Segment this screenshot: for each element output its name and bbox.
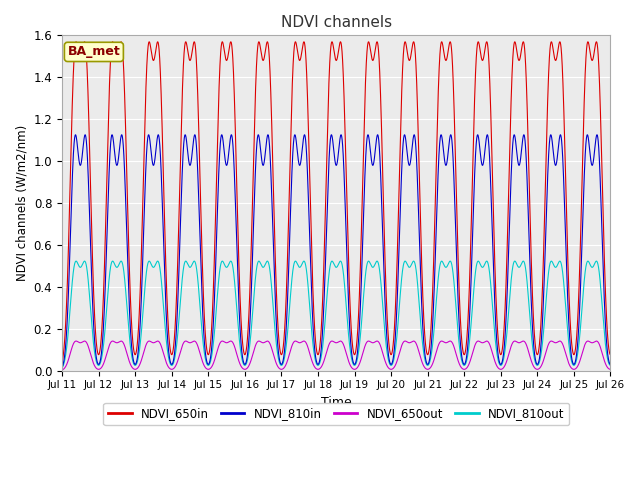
Text: BA_met: BA_met [67,46,120,59]
Y-axis label: NDVI channels (W/m2/nm): NDVI channels (W/m2/nm) [15,125,28,281]
Legend: NDVI_650in, NDVI_810in, NDVI_650out, NDVI_810out: NDVI_650in, NDVI_810in, NDVI_650out, NDV… [103,403,569,425]
X-axis label: Time: Time [321,396,351,409]
Title: NDVI channels: NDVI channels [281,15,392,30]
